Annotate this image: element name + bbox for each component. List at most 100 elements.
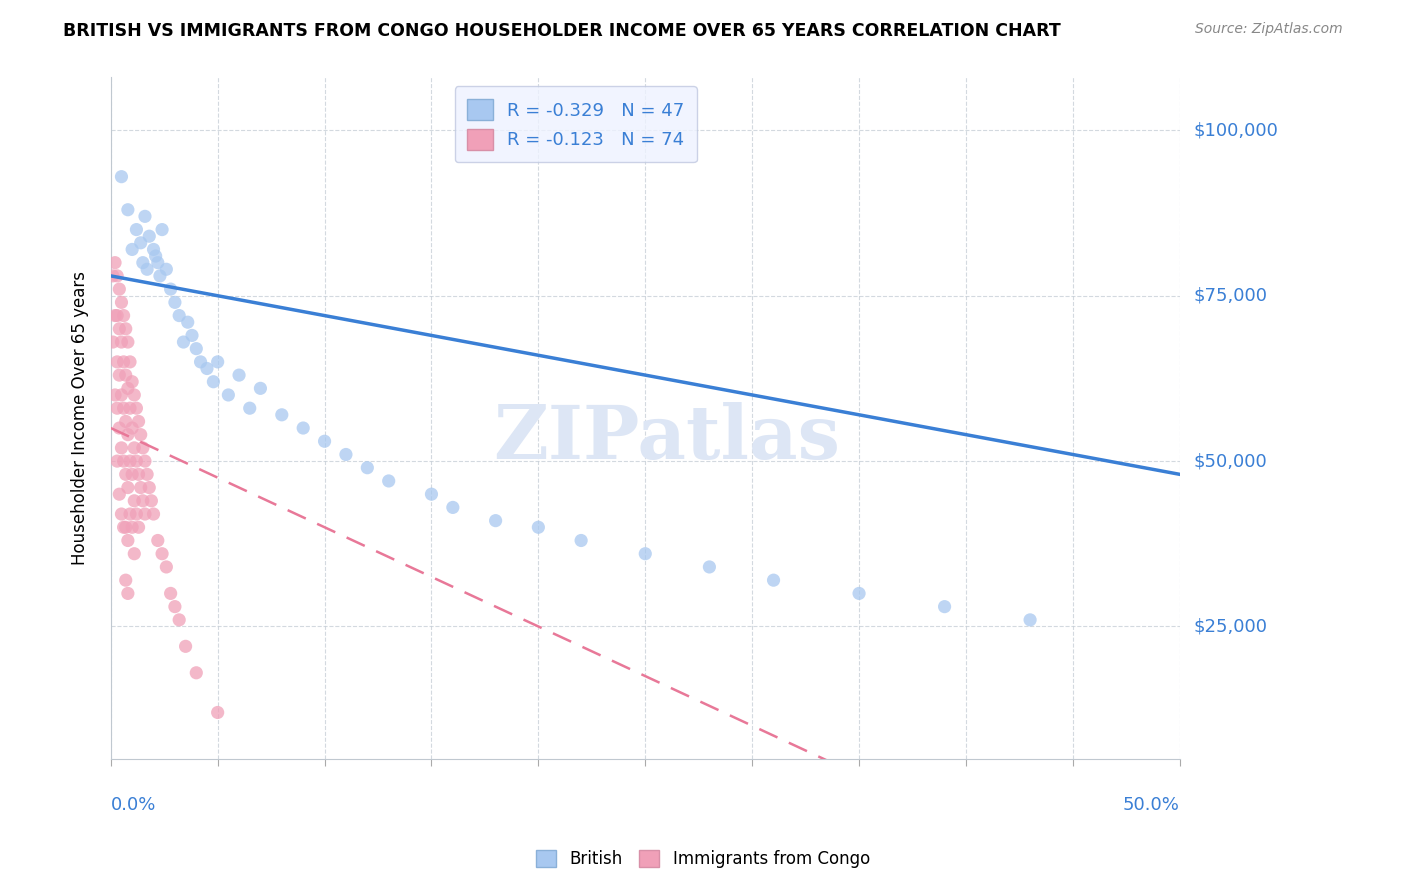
- Point: [110, 507, 132, 521]
- Point: [108, 322, 131, 336]
- Point: [104, 255, 127, 269]
- Point: [124, 493, 146, 508]
- Point: [112, 454, 135, 468]
- Text: 0.0%: 0.0%: [111, 797, 156, 814]
- Point: [129, 427, 152, 442]
- Point: [142, 507, 165, 521]
- Point: [186, 665, 208, 680]
- Point: [105, 355, 128, 369]
- Point: [128, 520, 150, 534]
- Point: [190, 355, 212, 369]
- Point: [145, 249, 167, 263]
- Point: [121, 467, 143, 482]
- Text: BRITISH VS IMMIGRANTS FROM CONGO HOUSEHOLDER INCOME OVER 65 YEARS CORRELATION CH: BRITISH VS IMMIGRANTS FROM CONGO HOUSEHO…: [63, 22, 1062, 40]
- Point: [105, 309, 128, 323]
- Point: [124, 441, 146, 455]
- Point: [125, 401, 148, 416]
- Point: [174, 640, 197, 654]
- Point: [117, 381, 139, 395]
- Point: [110, 295, 132, 310]
- Point: [110, 388, 132, 402]
- Point: [121, 520, 143, 534]
- Point: [129, 481, 152, 495]
- Point: [172, 334, 194, 349]
- Point: [117, 481, 139, 495]
- Point: [159, 282, 181, 296]
- Point: [114, 573, 136, 587]
- Point: [125, 507, 148, 521]
- Point: [163, 295, 186, 310]
- Point: [124, 388, 146, 402]
- Point: [105, 401, 128, 416]
- Point: [118, 507, 141, 521]
- Point: [167, 309, 190, 323]
- Point: [108, 487, 131, 501]
- Point: [112, 520, 135, 534]
- Point: [114, 414, 136, 428]
- Point: [110, 169, 132, 184]
- Point: [104, 309, 127, 323]
- Point: [149, 268, 172, 283]
- Point: [112, 401, 135, 416]
- Point: [159, 586, 181, 600]
- Text: ZIPatlas: ZIPatlas: [494, 402, 841, 475]
- Point: [117, 427, 139, 442]
- Point: [112, 355, 135, 369]
- Point: [134, 507, 156, 521]
- Point: [420, 487, 443, 501]
- Point: [134, 210, 156, 224]
- Point: [117, 586, 139, 600]
- Point: [699, 560, 721, 574]
- Point: [195, 361, 218, 376]
- Point: [377, 474, 399, 488]
- Point: [177, 315, 200, 329]
- Text: $75,000: $75,000: [1194, 286, 1268, 305]
- Point: [134, 454, 156, 468]
- Point: [112, 309, 135, 323]
- Point: [105, 454, 128, 468]
- Point: [132, 441, 155, 455]
- Point: [762, 573, 785, 587]
- Point: [228, 368, 250, 383]
- Point: [186, 342, 208, 356]
- Point: [117, 533, 139, 548]
- Point: [202, 375, 225, 389]
- Point: [124, 547, 146, 561]
- Point: [129, 235, 152, 250]
- Point: [121, 243, 143, 257]
- Point: [848, 586, 870, 600]
- Point: [132, 493, 155, 508]
- Point: [155, 262, 177, 277]
- Point: [138, 229, 160, 244]
- Point: [138, 481, 160, 495]
- Point: [1019, 613, 1042, 627]
- Point: [125, 222, 148, 236]
- Point: [125, 454, 148, 468]
- Point: [105, 268, 128, 283]
- Point: [110, 334, 132, 349]
- Point: [634, 547, 657, 561]
- Point: [117, 202, 139, 217]
- Point: [569, 533, 592, 548]
- Point: [150, 222, 173, 236]
- Text: $25,000: $25,000: [1194, 617, 1268, 635]
- Point: [239, 401, 262, 416]
- Point: [314, 434, 336, 449]
- Point: [104, 388, 127, 402]
- Point: [121, 375, 143, 389]
- Point: [118, 355, 141, 369]
- Point: [114, 520, 136, 534]
- Point: [207, 706, 229, 720]
- Y-axis label: Householder Income Over 65 years: Householder Income Over 65 years: [72, 271, 89, 566]
- Point: [136, 467, 159, 482]
- Point: [356, 460, 378, 475]
- Point: [163, 599, 186, 614]
- Legend: R = -0.329   N = 47, R = -0.123   N = 74: R = -0.329 N = 47, R = -0.123 N = 74: [454, 87, 697, 162]
- Point: [118, 454, 141, 468]
- Point: [141, 493, 163, 508]
- Point: [155, 560, 177, 574]
- Text: $50,000: $50,000: [1194, 452, 1267, 470]
- Point: [114, 368, 136, 383]
- Point: [146, 255, 169, 269]
- Point: [484, 514, 506, 528]
